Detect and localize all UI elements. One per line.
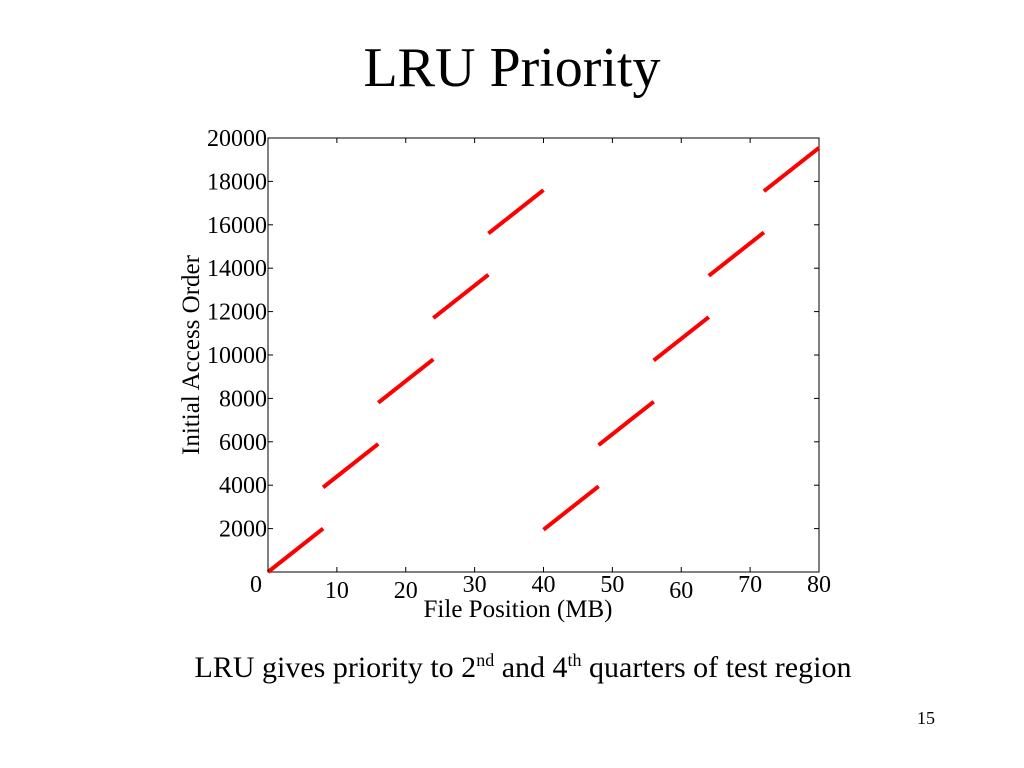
y-tick-label: 6000 <box>219 430 267 456</box>
data-segment-3 <box>376 357 435 405</box>
x-tick-label: 20 <box>394 578 418 604</box>
caption-text-3: quarters of test region <box>581 651 852 684</box>
caption: LRU gives priority to 2nd and 4th quarte… <box>0 646 1024 690</box>
caption-superscript-1: nd <box>476 650 495 670</box>
slide-title: LRU Priority <box>363 37 661 99</box>
x-tick-label: 0 <box>250 572 262 598</box>
axis-ticks: 0 10 20 30 40 50 60 70 80 2000 4000 6000 8000 10000 12… <box>207 126 831 604</box>
data-segment-5 <box>487 188 545 236</box>
page-number: 15 <box>917 708 935 728</box>
data-segment-1 <box>266 527 325 574</box>
x-tick-label: 60 <box>669 578 693 604</box>
data-segment-4 <box>432 273 490 320</box>
caption-text-2: and 4 <box>494 651 568 684</box>
y-tick-label: 14000 <box>207 256 267 282</box>
caption-text-1: LRU gives priority to 2 <box>194 651 477 684</box>
y-axis-label: Initial Access Order <box>178 254 205 455</box>
x-tick-label: 80 <box>807 572 831 598</box>
data-segment-2 <box>321 442 380 489</box>
y-tick-label: 8000 <box>219 386 267 412</box>
x-axis-label: File Position (MB) <box>424 596 613 623</box>
x-tick-label: 40 <box>532 572 556 598</box>
y-tick-label: 16000 <box>207 213 267 239</box>
data-segment-6 <box>542 484 600 532</box>
x-tick-label: 10 <box>325 578 349 604</box>
plot-area <box>267 137 820 573</box>
data-segment-8 <box>652 315 711 362</box>
data-segment-10 <box>762 146 821 193</box>
data-segment-7 <box>597 400 655 447</box>
caption-superscript-2: th <box>567 650 582 670</box>
x-tick-label: 70 <box>738 572 762 598</box>
x-tick-label: 50 <box>600 572 624 598</box>
y-tick-label: 4000 <box>219 473 267 499</box>
y-tick-label: 10000 <box>207 343 267 369</box>
y-tick-label: 20000 <box>207 126 267 152</box>
data-segment-9 <box>707 230 766 278</box>
chart: 0 10 20 30 40 50 60 70 80 2000 4000 6000 8000 10000 12… <box>178 126 831 623</box>
y-tick-label: 2000 <box>219 517 267 543</box>
y-tick-label: 12000 <box>207 300 267 326</box>
y-tick-label: 18000 <box>207 169 267 195</box>
data-series <box>266 146 821 574</box>
x-tick-label: 30 <box>463 572 487 598</box>
